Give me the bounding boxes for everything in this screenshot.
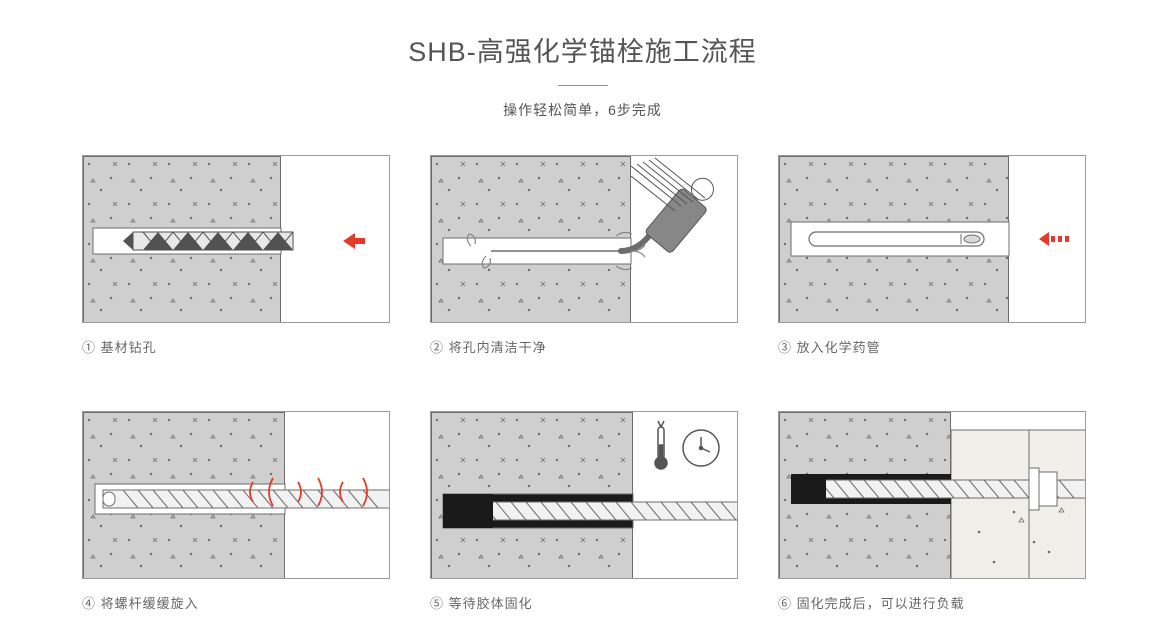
step-1-caption: ① 基材钻孔	[82, 337, 390, 356]
step-2-num: ②	[430, 340, 444, 355]
step-5: ⑤ 等待胶体固化	[430, 411, 738, 612]
step-3: ③ 放入化学药管	[778, 155, 1086, 356]
step-4-panel	[82, 411, 390, 579]
step-6-panel	[778, 411, 1086, 579]
step-1-illustration	[83, 156, 390, 323]
step-6-caption: ⑥ 固化完成后，可以进行负载	[778, 593, 1086, 612]
page-container: SHB-高强化学锚栓施工流程 操作轻松简单，6步完成	[0, 0, 1165, 642]
step-1-num: ①	[82, 340, 96, 355]
step-5-illustration	[431, 412, 738, 579]
step-4: ④ 将螺杆缓缓旋入	[82, 411, 390, 612]
step-3-label: 放入化学药管	[797, 340, 881, 355]
step-3-num: ③	[778, 340, 792, 355]
step-3-illustration	[779, 156, 1086, 323]
title-divider	[558, 85, 608, 86]
step-4-caption: ④ 将螺杆缓缓旋入	[82, 593, 390, 612]
step-6-num: ⑥	[778, 596, 792, 611]
page-title: SHB-高强化学锚栓施工流程	[82, 30, 1083, 69]
step-5-panel	[430, 411, 738, 579]
step-1-panel	[82, 155, 390, 323]
step-6-illustration	[779, 412, 1086, 579]
step-4-illustration	[83, 412, 390, 579]
header: SHB-高强化学锚栓施工流程 操作轻松简单，6步完成	[82, 30, 1083, 120]
step-1: ① 基材钻孔	[82, 155, 390, 356]
step-1-label: 基材钻孔	[101, 340, 157, 355]
page-subtitle: 操作轻松简单，6步完成	[82, 100, 1083, 120]
step-5-num: ⑤	[430, 596, 444, 611]
step-6: ⑥ 固化完成后，可以进行负载	[778, 411, 1086, 612]
step-2-caption: ② 将孔内清洁干净	[430, 337, 738, 356]
step-5-label: 等待胶体固化	[449, 596, 533, 611]
step-2: ② 将孔内清洁干净	[430, 155, 738, 356]
step-3-caption: ③ 放入化学药管	[778, 337, 1086, 356]
step-3-panel	[778, 155, 1086, 323]
steps-grid: ① 基材钻孔	[82, 155, 1083, 612]
step-4-label: 将螺杆缓缓旋入	[101, 596, 199, 611]
step-4-num: ④	[82, 596, 96, 611]
step-2-illustration	[431, 156, 738, 323]
step-6-label: 固化完成后，可以进行负载	[797, 596, 965, 611]
step-5-caption: ⑤ 等待胶体固化	[430, 593, 738, 612]
step-2-label: 将孔内清洁干净	[449, 340, 547, 355]
step-2-panel	[430, 155, 738, 323]
